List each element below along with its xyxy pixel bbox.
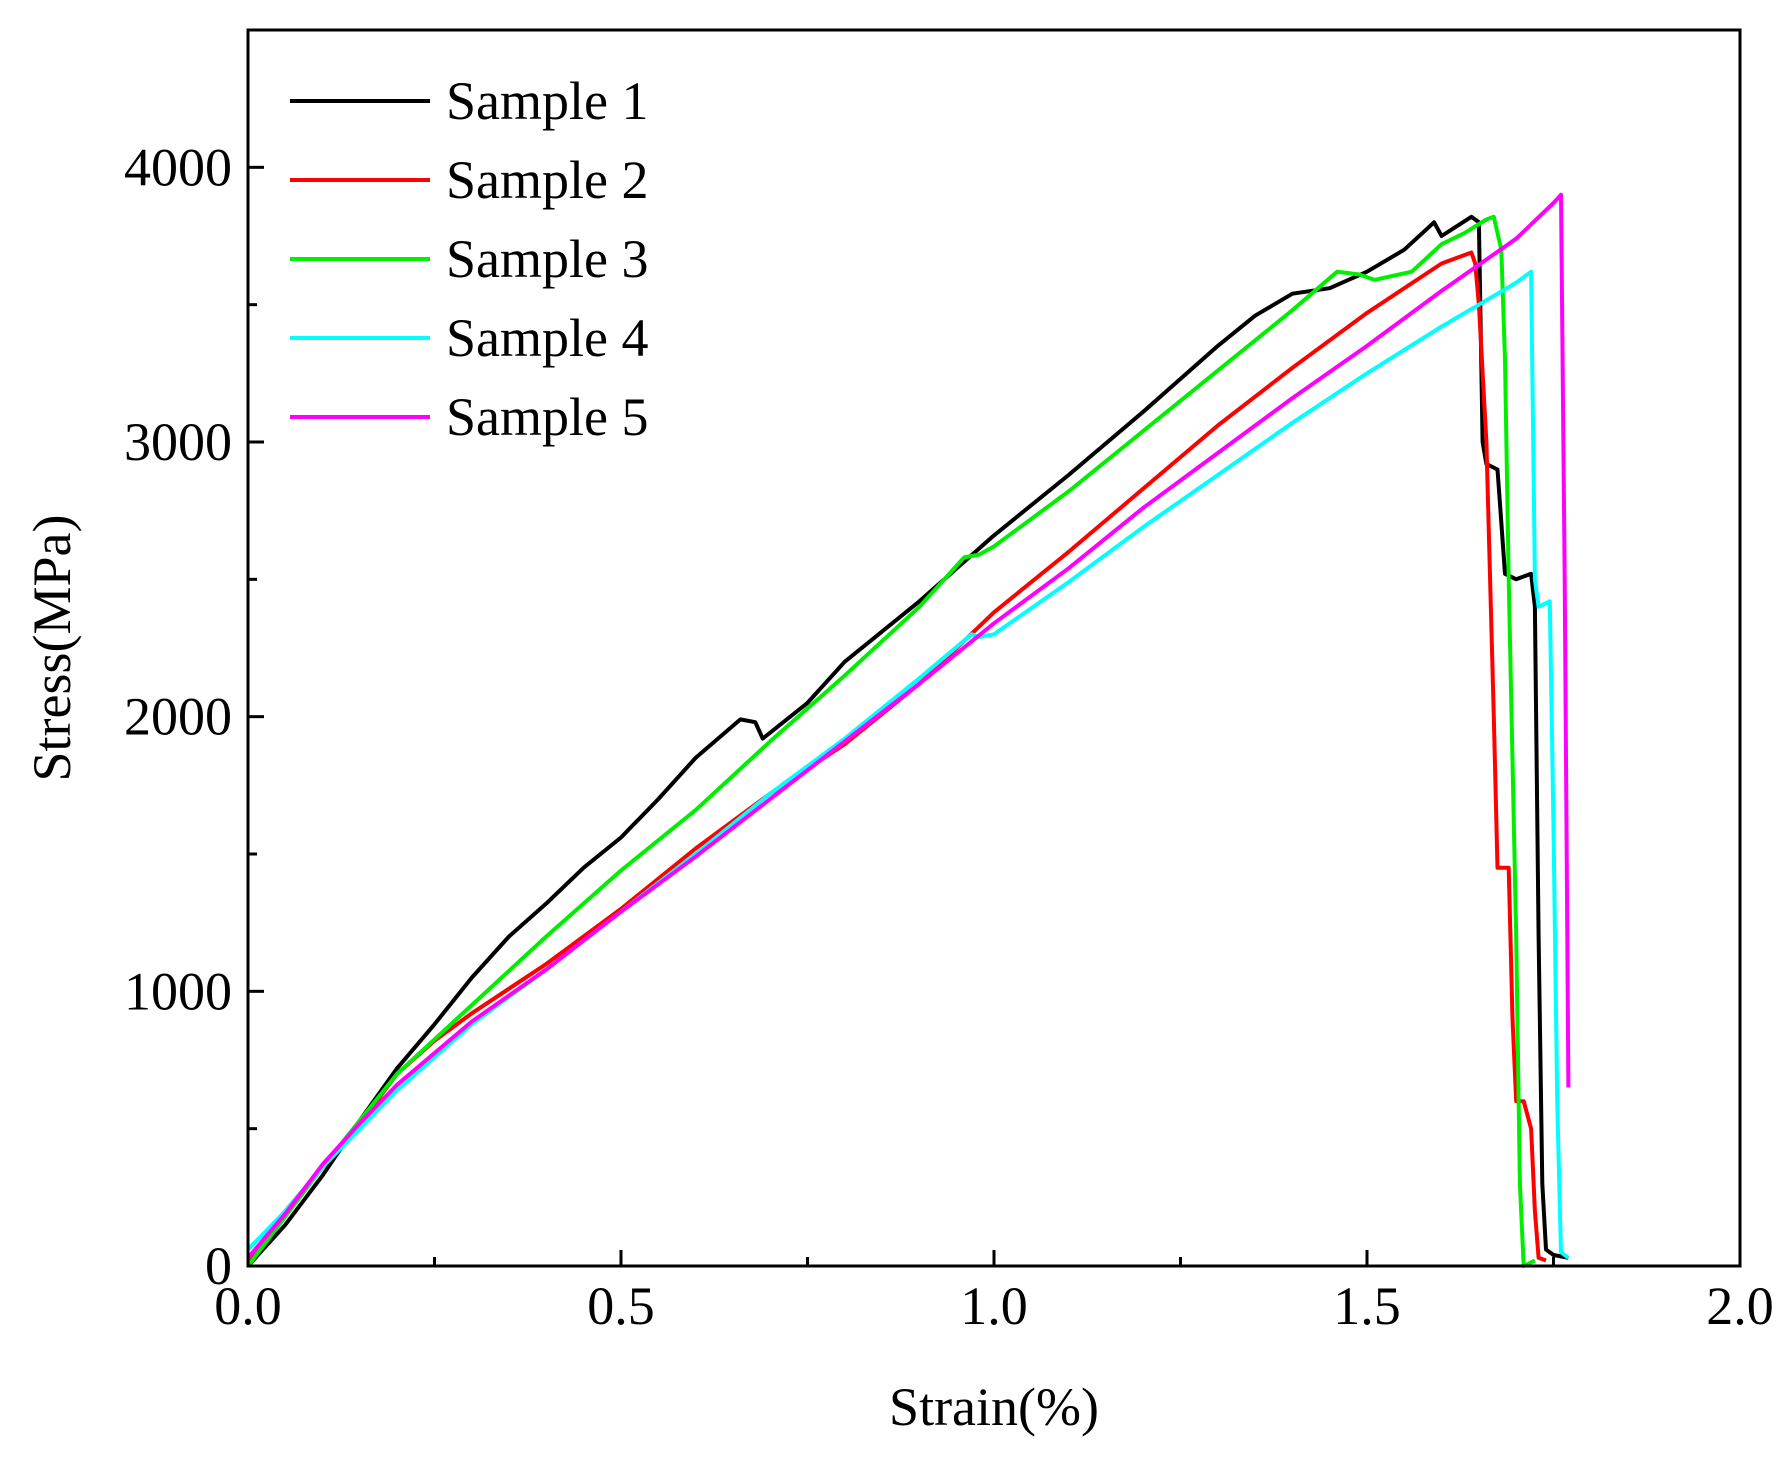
x-tick-label: 1.5 — [1333, 1276, 1401, 1336]
series-line-sample-1 — [246, 214, 1569, 1268]
x-tick-label: 2.0 — [1706, 1276, 1774, 1336]
legend-label: Sample 4 — [446, 308, 648, 368]
series-lines — [246, 192, 1571, 1268]
x-tick-label: 0.5 — [587, 1276, 655, 1336]
x-tick-label: 1.0 — [960, 1276, 1028, 1336]
series-line-sample-5 — [246, 192, 1571, 1260]
legend-label: Sample 5 — [446, 387, 648, 447]
legend-label: Sample 1 — [446, 71, 648, 131]
y-tick-label: 3000 — [124, 412, 232, 472]
plot-frame — [246, 28, 1742, 1268]
y-tick-label: 1000 — [124, 961, 232, 1021]
y-tick-label: 4000 — [124, 137, 232, 197]
series-line-sample-4 — [246, 269, 1570, 1260]
legend-label: Sample 2 — [446, 150, 648, 210]
y-axis-label: Stress(MPa) — [22, 515, 82, 782]
y-tick-label: 0 — [205, 1236, 232, 1296]
x-tick-label: 0.0 — [214, 1276, 282, 1336]
x-axis-label: Strain(%) — [889, 1377, 1099, 1437]
x-tick-labels: 0.0 0.5 1.0 1.5 2.0 — [214, 1276, 1774, 1336]
legend-label: Sample 3 — [446, 229, 648, 289]
legend: Sample 1 Sample 2 Sample 3 Sample 4 Sample 5 — [290, 71, 648, 447]
series-line-sample-3 — [246, 214, 1536, 1268]
y-tick-label: 2000 — [124, 687, 232, 747]
y-tick-labels: 0 1000 2000 3000 4000 — [124, 137, 232, 1296]
series-line-sample-2 — [246, 250, 1547, 1263]
